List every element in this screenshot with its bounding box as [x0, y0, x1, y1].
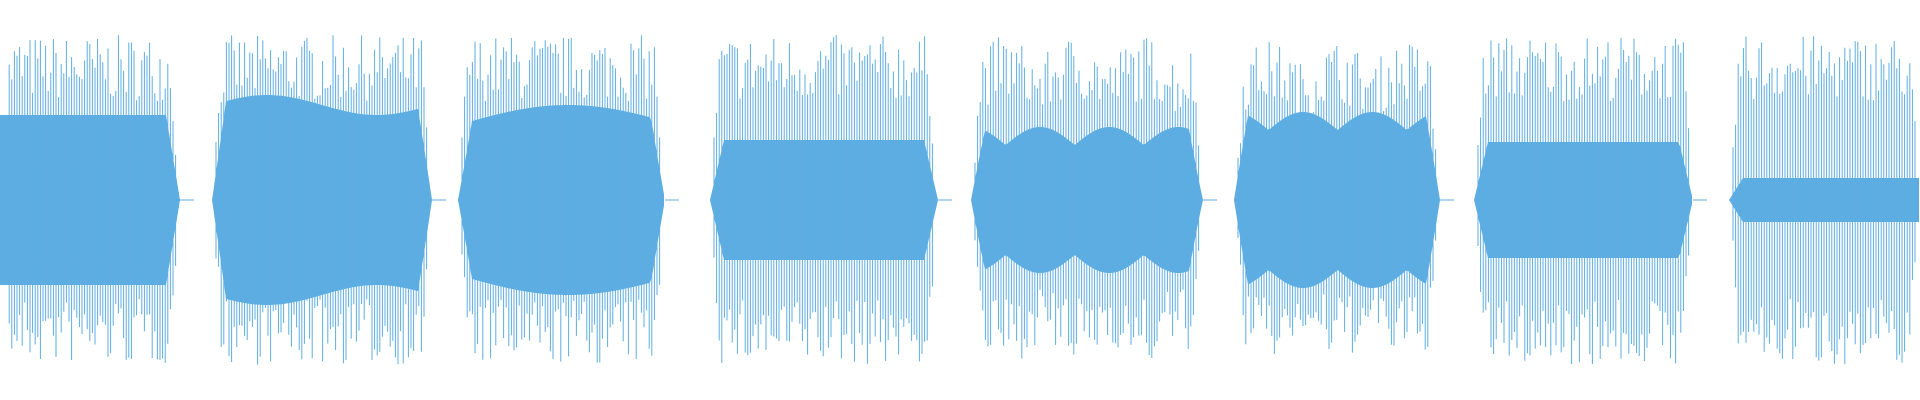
waveform-segment-6	[1234, 41, 1454, 354]
waveform-segment-5	[971, 37, 1217, 359]
waveform-peaks	[3, 35, 177, 363]
waveform-segment-8	[1729, 36, 1919, 365]
waveform-peaks	[461, 35, 661, 363]
waveform-peaks	[974, 37, 1200, 359]
waveform-peaks	[1732, 36, 1916, 365]
waveform-segment-3	[458, 35, 679, 363]
waveform-segment-4	[710, 35, 952, 364]
waveform-peaks	[713, 35, 933, 364]
waveform-segment-2	[212, 35, 446, 365]
waveform-peaks	[1237, 41, 1437, 354]
waveform-peaks	[1477, 37, 1690, 364]
waveform-segment-1	[0, 35, 194, 363]
waveform-peaks	[215, 35, 428, 365]
waveform-core	[710, 140, 938, 260]
waveform-segment-7	[1474, 37, 1707, 364]
waveform-core	[1474, 142, 1692, 258]
